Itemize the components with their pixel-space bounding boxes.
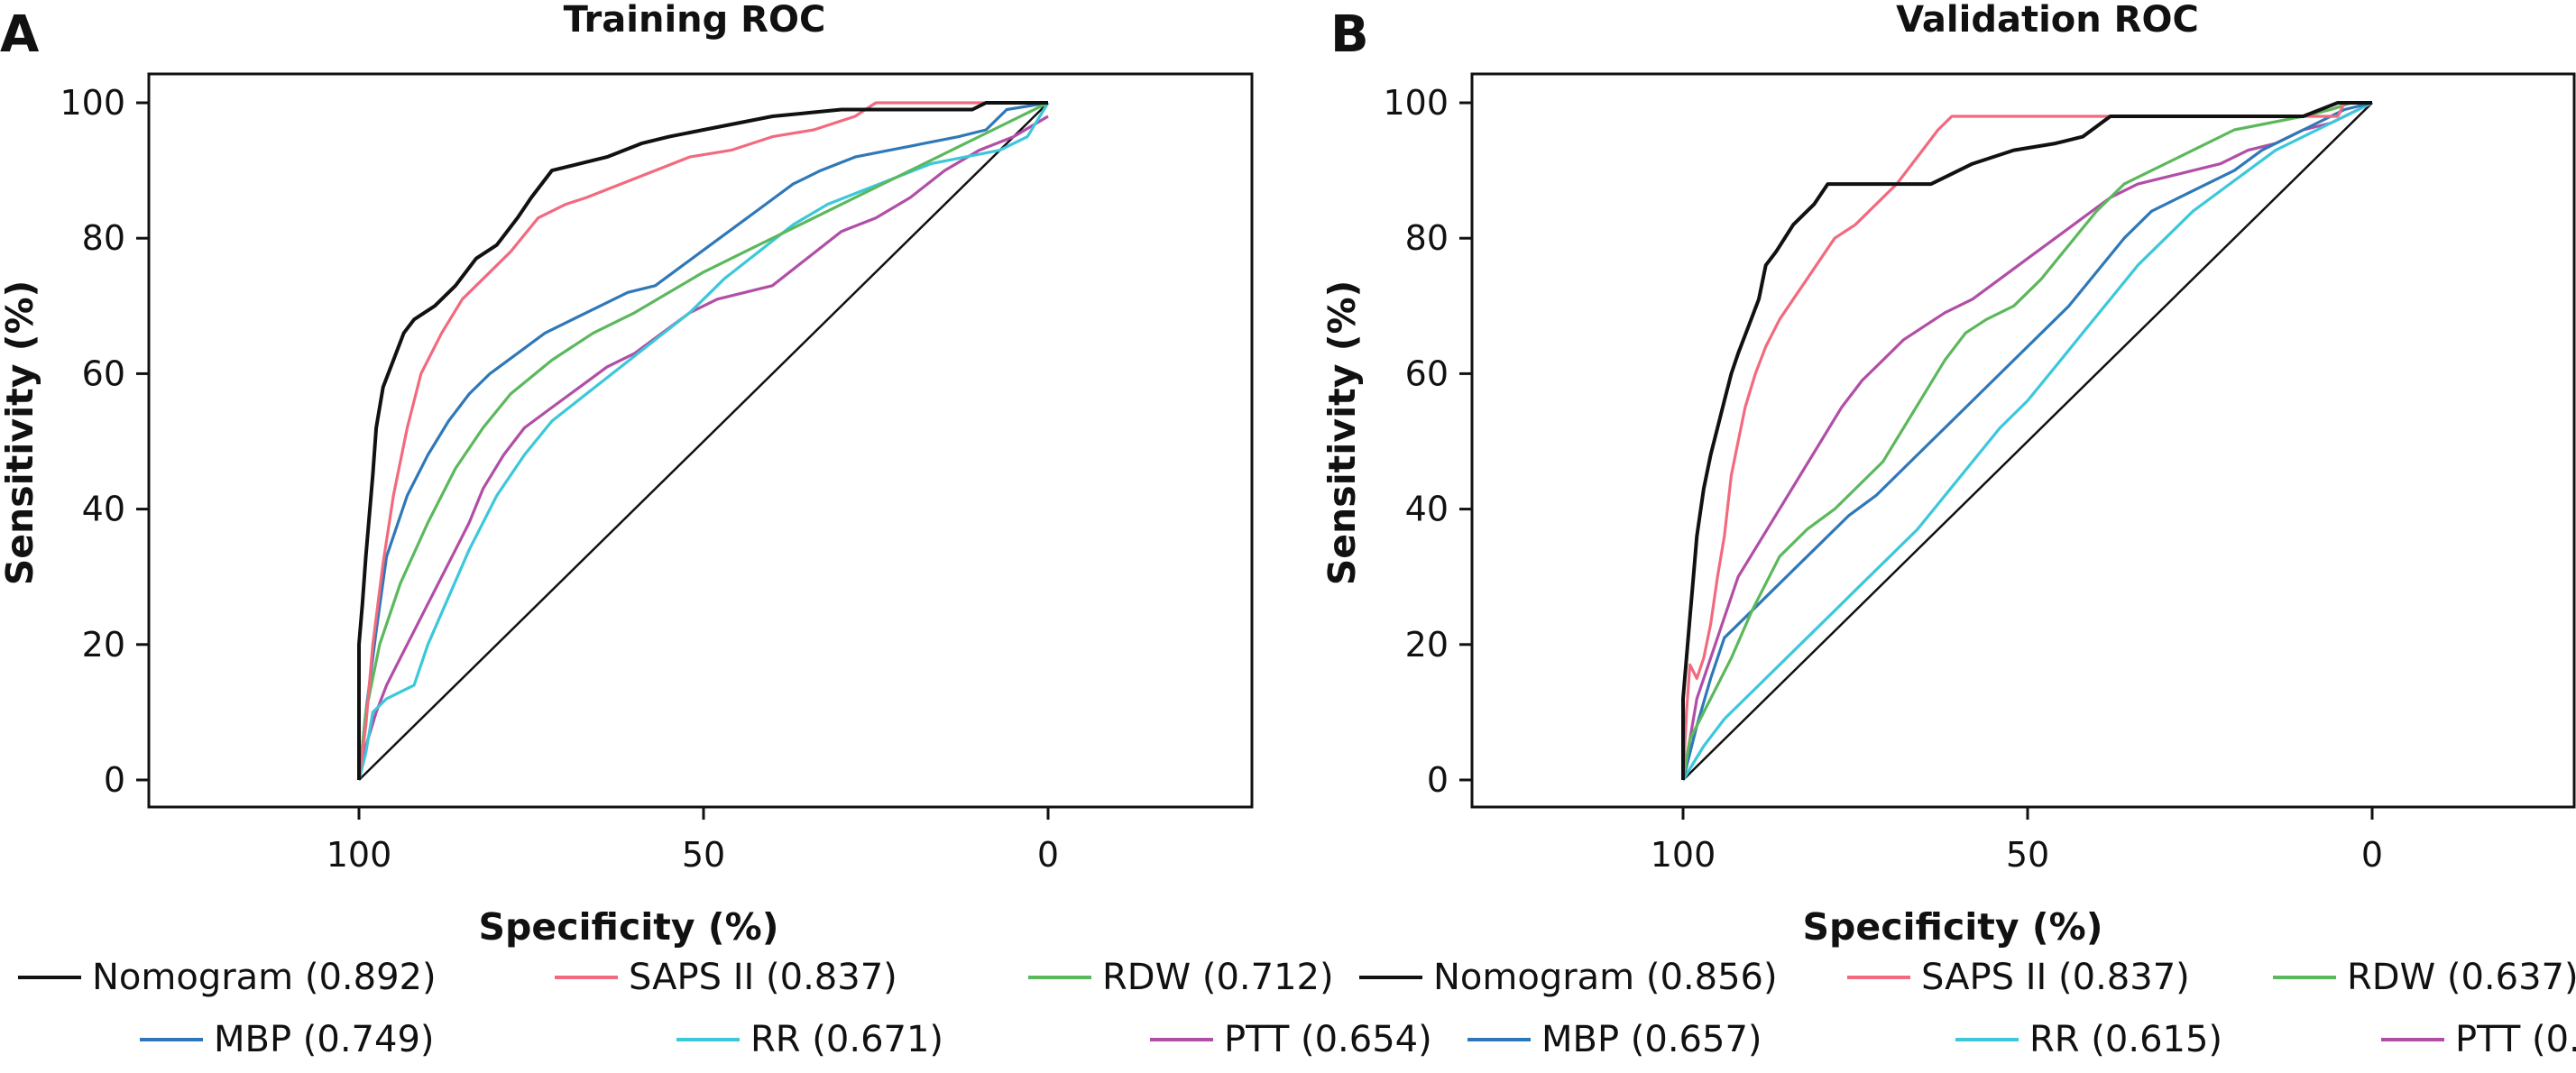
series-line-mbp xyxy=(1681,101,2373,781)
legend-label: SAPS II (0.837) xyxy=(1921,957,2190,998)
legend-item: Nomogram (0.892) xyxy=(18,957,437,998)
legend-label: MBP (0.749) xyxy=(214,1019,435,1060)
y-tick-label: 60 xyxy=(82,353,125,393)
legend-label: PTT (0.710) xyxy=(2455,1019,2576,1060)
legend-item: SAPS II (0.837) xyxy=(555,957,897,998)
legend-item: PTT (0.654) xyxy=(1150,1019,1432,1060)
legend: Nomogram (0.856) SAPS II (0.837) RDW (0.63… xyxy=(1359,957,2576,1060)
legend-label: Nomogram (0.856) xyxy=(1433,957,1778,998)
y-tick-label: 40 xyxy=(1405,490,1449,529)
legend-item: Nomogram (0.856) xyxy=(1359,957,1778,998)
y-tick-label: 40 xyxy=(82,490,125,529)
x-axis-title: Specificity (%) xyxy=(479,905,779,949)
y-tick-label: 20 xyxy=(1405,625,1449,665)
series-line-rr xyxy=(357,102,1050,781)
legend-item: PTT (0.710) xyxy=(2381,1019,2576,1060)
legend: Nomogram (0.892) SAPS II (0.837) RDW (0.71… xyxy=(18,957,1432,1060)
chart-title: Training ROC xyxy=(564,0,826,41)
y-tick-label: 0 xyxy=(1427,760,1449,800)
series-line-rdw xyxy=(357,101,1049,781)
panel-letter: B xyxy=(1330,5,1369,64)
chart-title: Validation ROC xyxy=(1896,0,2199,41)
y-tick-label: 80 xyxy=(1405,218,1449,258)
series-line-ptt xyxy=(1681,101,2373,781)
y-tick-label: 100 xyxy=(60,83,125,123)
legend-label: MBP (0.657) xyxy=(1541,1019,1762,1060)
x-axis-title: Specificity (%) xyxy=(1803,905,2103,949)
legend-item: RDW (0.637) xyxy=(2273,957,2576,998)
series-line-mbp xyxy=(357,101,1049,781)
y-tick-label: 60 xyxy=(1405,353,1449,393)
series-line-nomogram xyxy=(357,101,1048,780)
legend-label: PTT (0.654) xyxy=(1224,1019,1432,1060)
legend-label: Nomogram (0.892) xyxy=(92,957,437,998)
legend-label: RR (0.615) xyxy=(2029,1019,2222,1060)
y-axis-title: Sensitivity (%) xyxy=(0,280,41,586)
legend-label: RR (0.671) xyxy=(750,1019,943,1060)
series-line-ptt xyxy=(357,115,1049,781)
legend-item: SAPS II (0.837) xyxy=(1847,957,2190,998)
y-axis-title: Sensitivity (%) xyxy=(1320,280,1364,586)
plot-frame xyxy=(1470,72,2576,809)
series-line-nomogram xyxy=(1681,101,2372,780)
legend-item: RR (0.671) xyxy=(676,1019,943,1060)
x-tick-label: 100 xyxy=(1651,835,1716,875)
y-tick-label: 0 xyxy=(104,760,125,800)
y-tick-label: 20 xyxy=(82,625,125,665)
x-tick-label: 50 xyxy=(682,835,725,875)
legend-item: MBP (0.749) xyxy=(140,1019,435,1060)
legend-label: SAPS II (0.837) xyxy=(629,957,897,998)
legend-item: RR (0.615) xyxy=(1955,1019,2222,1060)
chart-panel-a: A Training ROC 0 20 40 60 80 100 100 50 0 Specifici… xyxy=(0,0,1432,1060)
legend-label: RDW (0.637) xyxy=(2347,957,2576,998)
series-line-saps xyxy=(357,101,1048,781)
legend-label: RDW (0.712) xyxy=(1102,957,1334,998)
x-tick-label: 0 xyxy=(2361,835,2383,875)
series-line-rdw xyxy=(1681,101,2372,781)
panel-letter: A xyxy=(0,5,40,64)
reference-diagonal-line xyxy=(1682,102,2373,781)
chart-panel-b: B Validation ROC 0 20 40 60 80 100 100 50 0 Specifi… xyxy=(1320,0,2576,1060)
x-tick-label: 100 xyxy=(327,835,392,875)
series-line-rr xyxy=(1681,101,2373,781)
x-tick-label: 50 xyxy=(2006,835,2049,875)
plot-frame xyxy=(147,72,1254,809)
y-tick-label: 100 xyxy=(1383,83,1449,123)
legend-item: MBP (0.657) xyxy=(1467,1019,1762,1060)
y-tick-label: 80 xyxy=(82,218,125,258)
legend-item: RDW (0.712) xyxy=(1028,957,1334,998)
x-tick-label: 0 xyxy=(1037,835,1059,875)
reference-diagonal-line xyxy=(358,102,1049,781)
